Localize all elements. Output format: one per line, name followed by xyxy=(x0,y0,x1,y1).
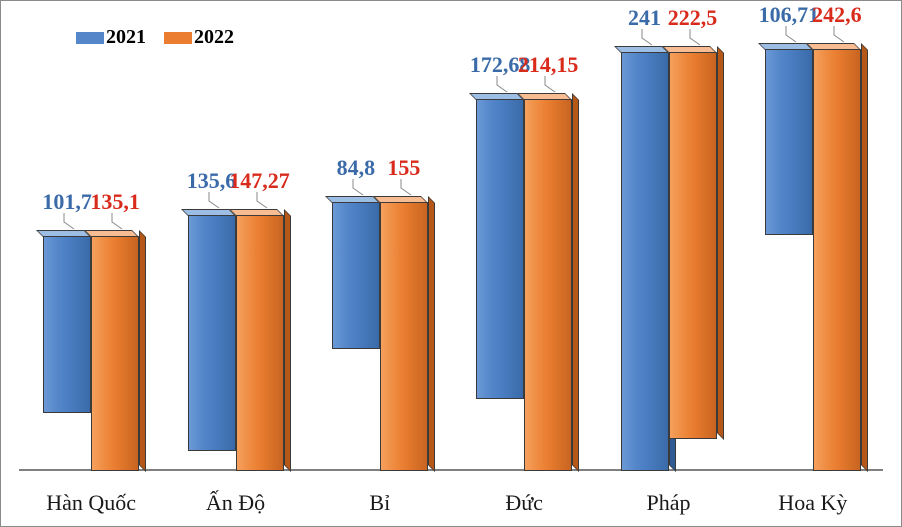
bar-value-label: 222,5 xyxy=(668,5,718,31)
x-axis-labels: Hàn Quốc Ấn Độ Bỉ Đức Pháp Hoa Kỳ xyxy=(19,476,883,526)
bar-2022: 214,15 xyxy=(524,99,572,471)
bar: 242,6 xyxy=(813,49,861,471)
bar-side-face xyxy=(139,230,146,472)
bar-side-face xyxy=(428,196,435,472)
bar-2022: 242,6 xyxy=(813,49,861,471)
bar-value-label: 147,27 xyxy=(229,168,290,194)
bar-side-face xyxy=(861,43,868,472)
bar-side-face xyxy=(284,209,291,472)
bar-group: 135,6147,27 xyxy=(188,215,284,471)
bar-top-face xyxy=(758,43,813,50)
bar-group: 106,71242,6 xyxy=(765,49,861,471)
bar-2022: 222,5 xyxy=(669,52,717,471)
plot-area: 101,7135,1135,6147,2784,8155172,68214,15… xyxy=(19,16,883,471)
bar-chart: 2021 2022 101,7135,1135,6147,2784,815517… xyxy=(0,0,902,527)
bar-2021: 241 xyxy=(621,52,669,471)
bar-side-face xyxy=(572,93,579,472)
bar-side-face xyxy=(717,46,724,440)
bar-top-face xyxy=(373,196,428,203)
bar: 135,6 xyxy=(188,215,236,451)
bar: 241 xyxy=(621,52,669,471)
bar: 172,68 xyxy=(476,99,524,399)
x-axis-label: Ấn Độ xyxy=(206,490,265,516)
bar-2022: 147,27 xyxy=(236,215,284,471)
bar-value-label: 106,71 xyxy=(759,2,820,28)
bar-value-label: 155 xyxy=(387,155,420,181)
bar-top-face xyxy=(325,196,380,203)
bar-value-label: 242,6 xyxy=(812,2,862,28)
bar-value-label: 84,8 xyxy=(337,155,376,181)
bar-2021: 135,6 xyxy=(188,215,236,471)
bar-value-label: 214,15 xyxy=(518,52,579,78)
bar: 101,7 xyxy=(43,236,91,413)
bar: 84,8 xyxy=(332,202,380,349)
bar: 147,27 xyxy=(236,215,284,471)
bar-top-face xyxy=(36,230,91,237)
bar-top-face xyxy=(614,46,669,53)
x-axis-label: Bỉ xyxy=(369,490,390,516)
bar-top-face xyxy=(229,209,284,216)
x-axis-label: Pháp xyxy=(647,490,691,516)
bar-group: 241222,5 xyxy=(621,52,717,471)
bar-group: 101,7135,1 xyxy=(43,236,139,471)
bar: 135,1 xyxy=(91,236,139,471)
bar-2022: 135,1 xyxy=(91,236,139,471)
bar-2021: 172,68 xyxy=(476,99,524,471)
x-axis-label: Hàn Quốc xyxy=(46,490,136,516)
bar-value-label: 101,7 xyxy=(42,189,92,215)
bar-2021: 106,71 xyxy=(765,49,813,471)
x-axis-label: Hoa Kỳ xyxy=(778,490,847,516)
bar-top-face xyxy=(181,209,236,216)
bar-group: 84,8155 xyxy=(332,202,428,471)
bar-top-face xyxy=(662,46,717,53)
bar-top-face xyxy=(469,93,524,100)
x-axis-label: Đức xyxy=(505,490,543,516)
bar-value-label: 135,1 xyxy=(90,189,140,215)
bar-top-face xyxy=(517,93,572,100)
x-axis xyxy=(19,469,883,471)
bar-top-face xyxy=(84,230,139,237)
bar-value-label: 241 xyxy=(628,5,661,31)
bar-group: 172,68214,15 xyxy=(476,99,572,471)
bar-2022: 155 xyxy=(380,202,428,471)
bar-2021: 101,7 xyxy=(43,236,91,471)
bar: 222,5 xyxy=(669,52,717,439)
bar: 214,15 xyxy=(524,99,572,471)
bar: 155 xyxy=(380,202,428,471)
bar-top-face xyxy=(806,43,861,50)
bar: 106,71 xyxy=(765,49,813,235)
bar-2021: 84,8 xyxy=(332,202,380,471)
